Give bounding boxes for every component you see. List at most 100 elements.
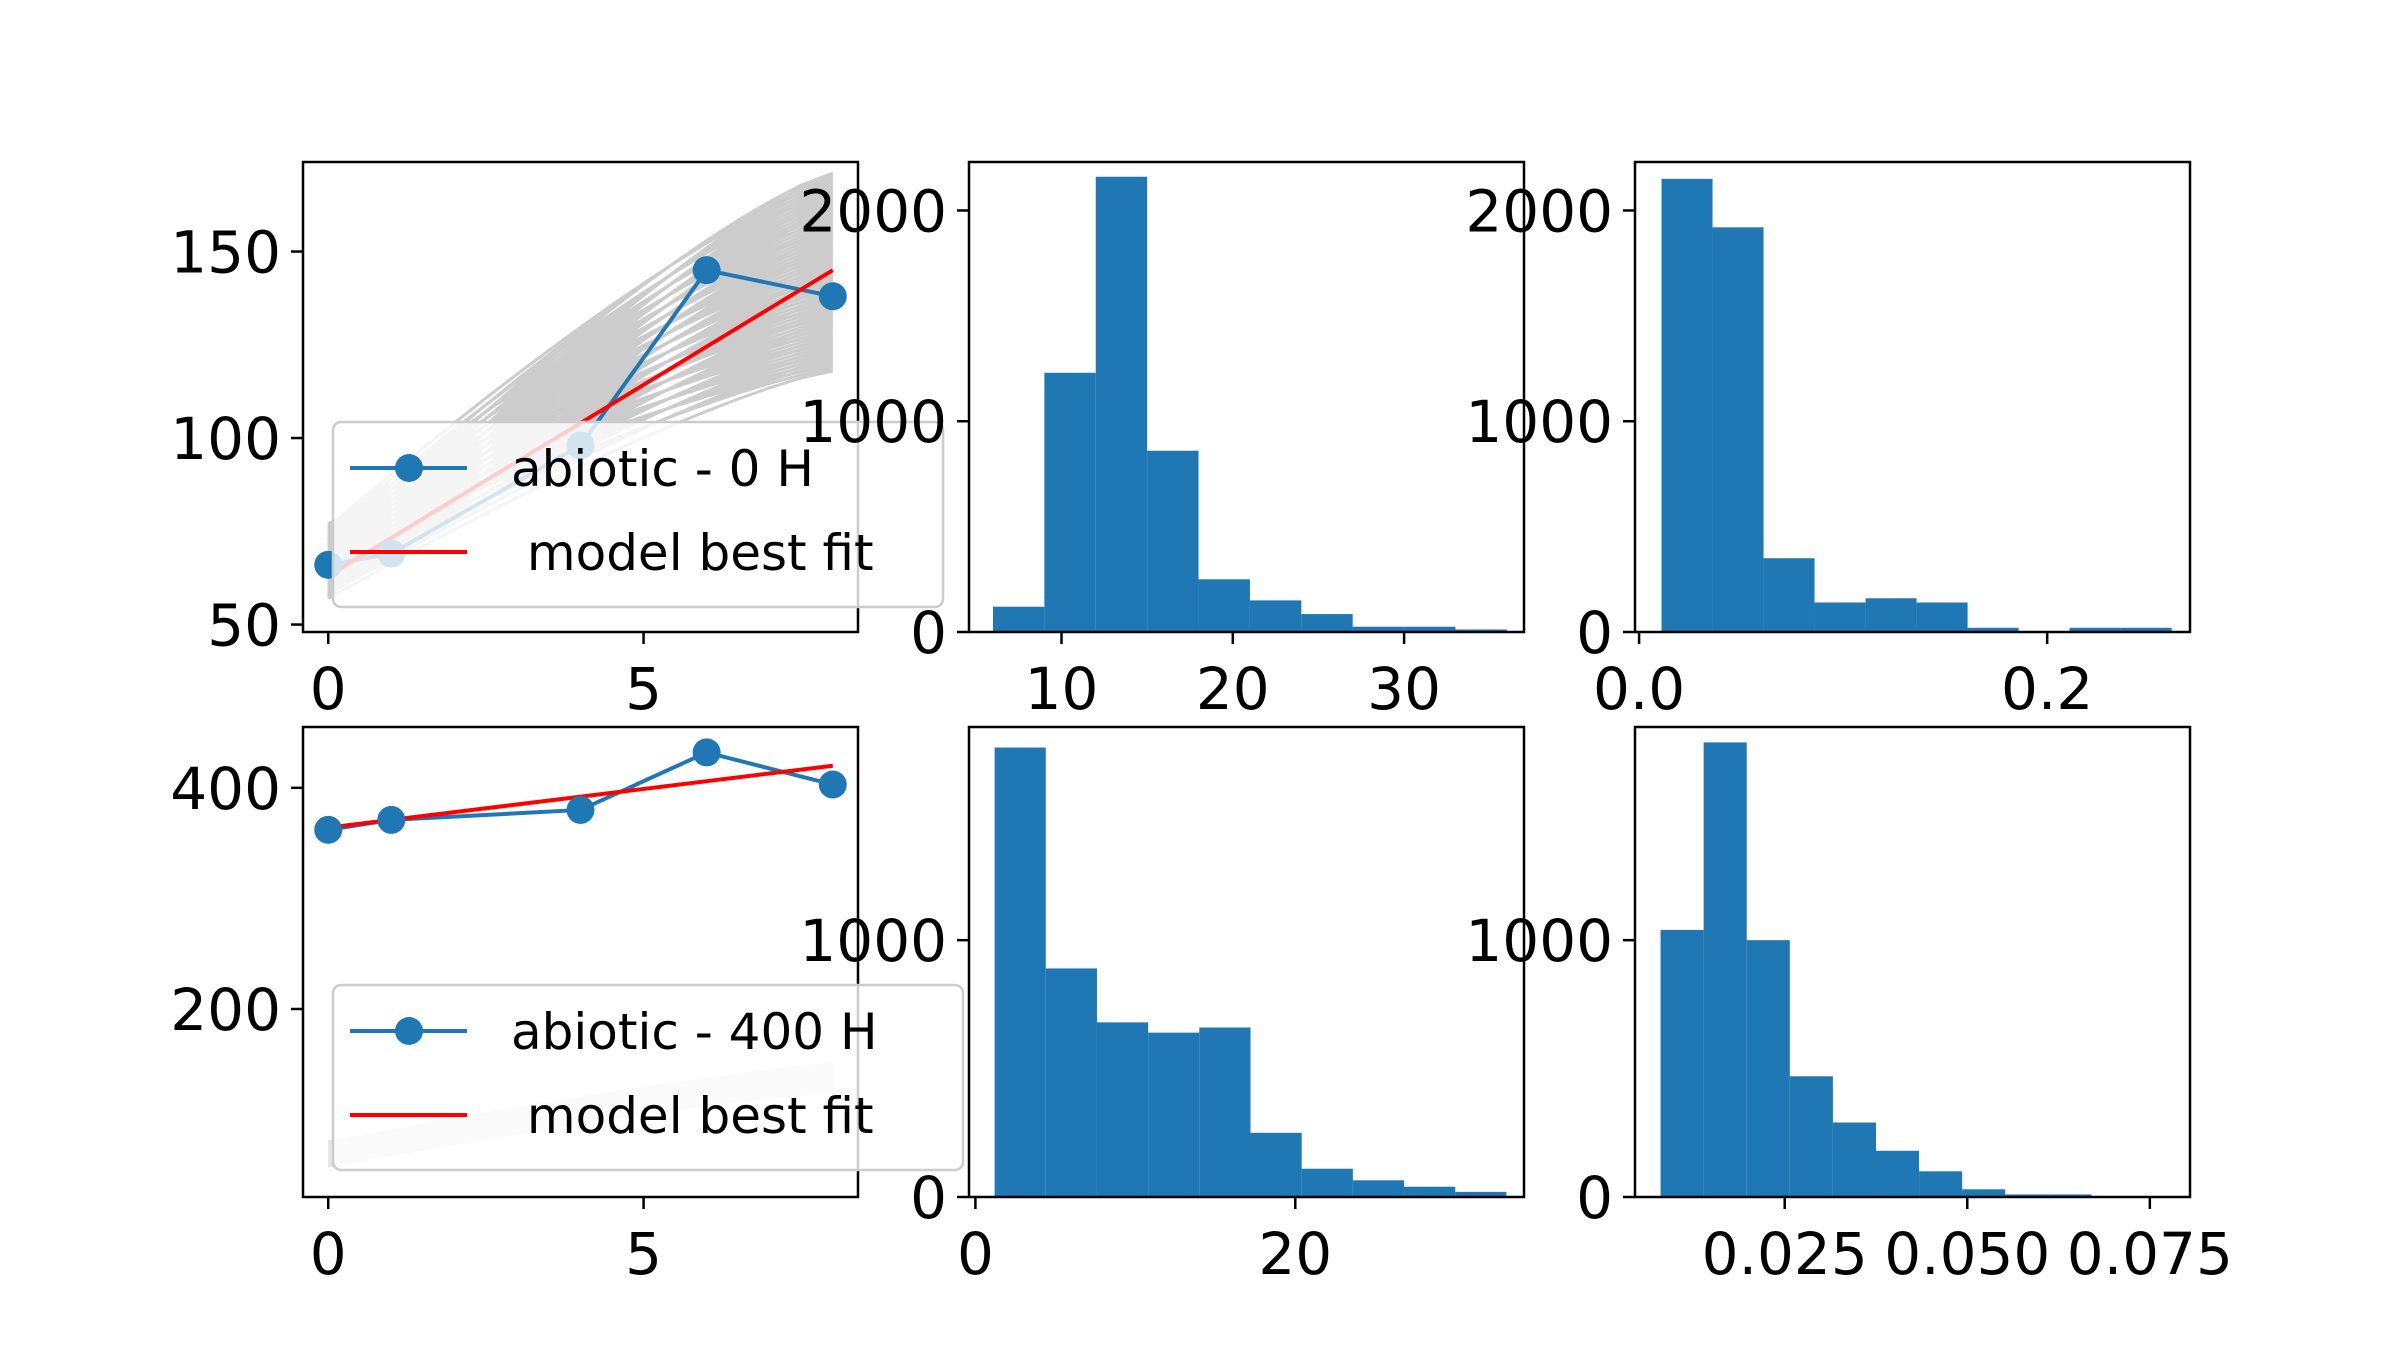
plot-area (1661, 178, 2172, 632)
y-tick-label: 1000 (1465, 907, 1613, 975)
histogram-bar (992, 606, 1045, 632)
histogram-bar (1919, 1171, 1963, 1197)
histogram-bar (1789, 1076, 1833, 1197)
subplot-4: 0 5 200 400 abiotic - 400 H model best fit (170, 725, 965, 1288)
histogram-bar (1746, 940, 1790, 1197)
observed-point (314, 815, 343, 844)
histogram-bar (1404, 1186, 1456, 1197)
histogram-bar (1455, 1191, 1507, 1197)
histogram-bar (1962, 1189, 2006, 1197)
x-tick-label: 0 (310, 655, 347, 723)
axes-frame (1633, 725, 2192, 1199)
histogram-bar (1967, 627, 2019, 632)
y-tick-label: 0 (910, 1164, 947, 1232)
legend-fit-label: model best fit (511, 524, 874, 582)
histogram-bar (1814, 602, 1866, 632)
y-tick-label: 400 (170, 755, 281, 823)
y-tick-label: 50 (207, 592, 281, 660)
x-tick-label: 0 (310, 1220, 347, 1288)
observed-point (566, 795, 595, 824)
histogram-bar (1352, 1180, 1405, 1197)
x-tick-label: 20 (1258, 1220, 1332, 1288)
plot-area (994, 747, 1507, 1197)
legend: abiotic - 400 H model best fit (331, 983, 965, 1172)
histogram-bar (1199, 1027, 1251, 1197)
y-tick-label: 1000 (799, 388, 947, 456)
subplot-1: 0 5 50 100 150 abiotic - 0 H model best fit (170, 160, 945, 723)
histogram-bar (2005, 1194, 2049, 1197)
plot-area (992, 176, 1507, 632)
histogram-bar (1301, 614, 1353, 632)
observed-point (818, 770, 847, 799)
histogram-bar (1875, 1150, 1920, 1197)
x-tick-label: 0.2 (2001, 655, 2093, 723)
histogram-bar (994, 747, 1046, 1197)
observed-point (377, 805, 406, 834)
legend-observed-label: abiotic - 0 H (511, 440, 814, 498)
histogram-bar (1660, 929, 1704, 1197)
histogram-bar (1865, 598, 1917, 632)
y-tick-label: 100 (170, 405, 281, 473)
histogram-bar (1250, 1132, 1302, 1197)
histogram-bar (1198, 579, 1250, 632)
subplot-3: 0.0 0.2 0 1000 2000 (1465, 160, 2192, 723)
histogram-bar (1095, 176, 1148, 632)
histogram-bar (1249, 600, 1302, 632)
x-tick-label: 30 (1367, 655, 1441, 723)
subplot-5: 0 20 0 1000 (799, 725, 1526, 1288)
y-tick-label: 0 (1576, 599, 1613, 667)
histogram-bar (1148, 1032, 1200, 1197)
x-tick-label: 20 (1196, 655, 1270, 723)
histogram-bar (1712, 227, 1764, 632)
histogram-bar (1832, 1122, 1876, 1197)
x-tick-label: 10 (1025, 655, 1099, 723)
y-tick-label: 0 (910, 599, 947, 667)
histogram-bar (1044, 372, 1096, 632)
histogram-bar (2120, 627, 2172, 632)
legend: abiotic - 0 H model best fit (331, 420, 945, 609)
observed-point (692, 256, 721, 285)
legend-box (331, 983, 965, 1172)
histogram-bar (1455, 629, 1507, 632)
histogram-bar (1096, 1022, 1149, 1197)
y-tick-label: 2000 (1465, 177, 1613, 245)
histogram-bar (1703, 742, 1747, 1197)
histogram-bar (1352, 626, 1405, 632)
axes-frame (967, 160, 1526, 634)
observed-point (692, 738, 721, 767)
x-tick-label: 0.025 (1702, 1220, 1868, 1288)
histogram-bar (2069, 627, 2121, 632)
axes-frame (1633, 160, 2192, 634)
y-tick-label: 150 (170, 219, 281, 287)
histogram-bar (2048, 1194, 2092, 1197)
y-tick-label: 1000 (799, 907, 947, 975)
x-tick-label: 0.050 (1884, 1220, 2050, 1288)
legend-fit-label: model best fit (511, 1087, 874, 1145)
axes-frame (301, 725, 860, 1199)
histogram-bar (1147, 450, 1199, 632)
histogram-bar (1916, 602, 1968, 632)
x-tick-label: 0 (957, 1220, 994, 1288)
subplot-6: 0.025 0.050 0.075 0 1000 (1465, 725, 2233, 1288)
histogram-bar (1301, 1168, 1353, 1197)
observed-point (818, 282, 847, 311)
axes-frame (967, 725, 1526, 1199)
x-tick-label: 0.075 (2067, 1220, 2233, 1288)
subplot-2: 10 20 30 0 1000 2000 (799, 160, 1526, 723)
y-tick-label: 1000 (1465, 388, 1613, 456)
y-tick-label: 2000 (799, 177, 947, 245)
histogram-bar (1404, 626, 1456, 632)
y-tick-label: 0 (1576, 1164, 1613, 1232)
x-tick-label: 0.0 (1593, 655, 1685, 723)
histogram-bar (1763, 558, 1815, 632)
legend-observed-marker (395, 454, 423, 482)
legend-observed-marker (395, 1017, 423, 1045)
plot-area (1660, 742, 2092, 1197)
legend-observed-label: abiotic - 400 H (511, 1003, 878, 1061)
histogram-bar (1661, 178, 1713, 632)
x-tick-label: 5 (625, 1220, 662, 1288)
legend-box (331, 420, 945, 609)
x-tick-label: 5 (625, 655, 662, 723)
histogram-bar (1045, 968, 1097, 1197)
